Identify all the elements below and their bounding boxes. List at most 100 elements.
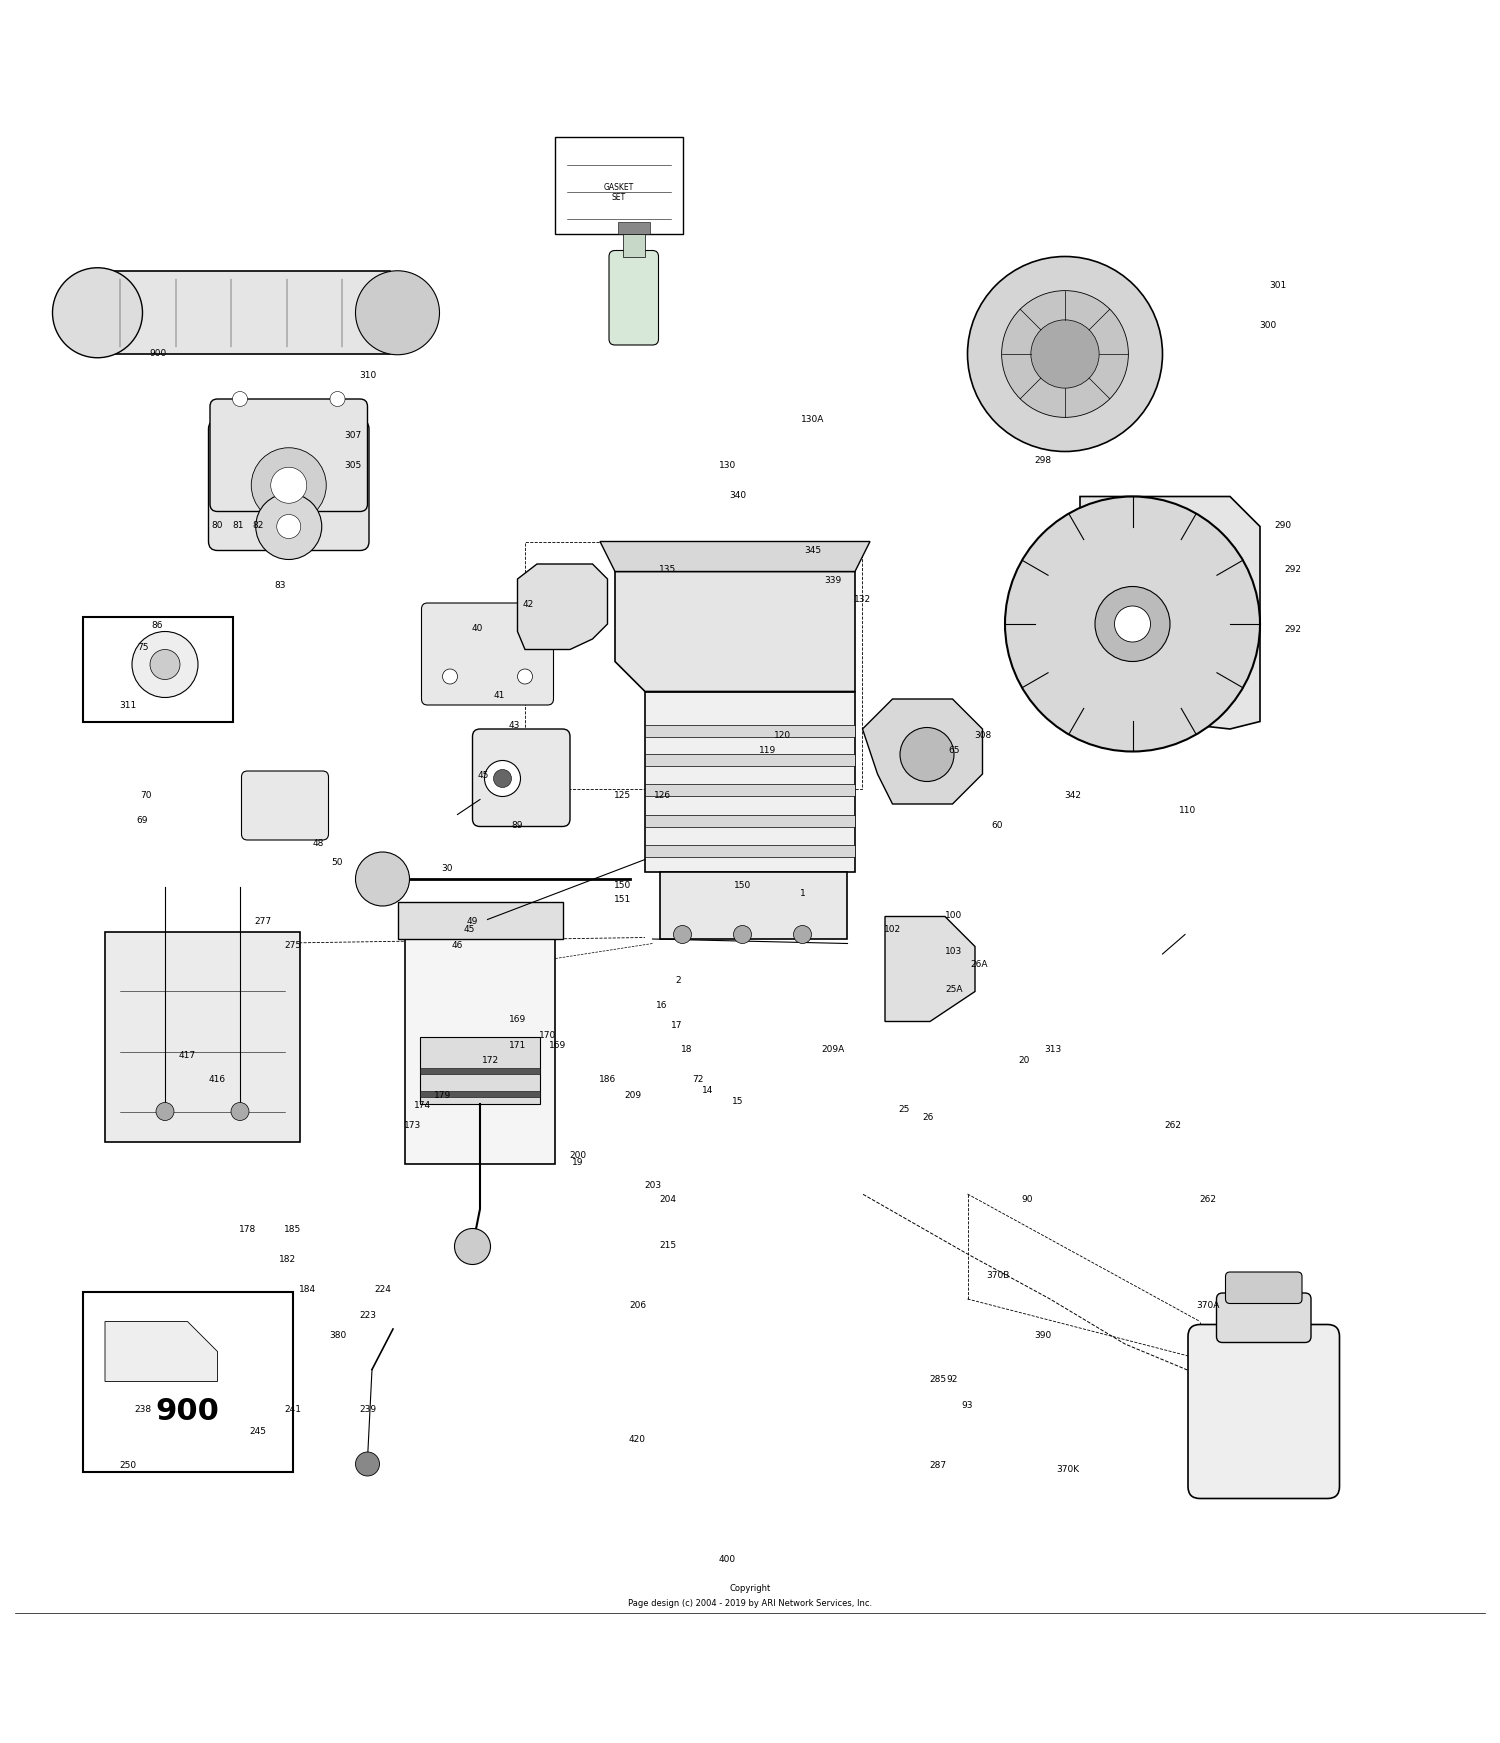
Circle shape — [674, 926, 692, 943]
Bar — [398, 901, 562, 939]
Text: 287: 287 — [928, 1461, 946, 1469]
Text: 49: 49 — [466, 917, 478, 926]
Text: 126: 126 — [654, 791, 672, 800]
Text: 305: 305 — [344, 460, 362, 469]
Text: 290: 290 — [1274, 521, 1292, 530]
Text: 48: 48 — [312, 838, 324, 847]
Text: 135: 135 — [658, 565, 676, 575]
Text: 69: 69 — [136, 816, 148, 824]
Text: 170: 170 — [538, 1030, 556, 1039]
Text: 174: 174 — [414, 1102, 432, 1110]
Text: 70: 70 — [140, 791, 152, 800]
Text: 342: 342 — [1064, 791, 1082, 800]
Text: 90: 90 — [1022, 1196, 1034, 1204]
Text: 339: 339 — [824, 575, 842, 586]
Text: 416: 416 — [209, 1075, 226, 1084]
Polygon shape — [1080, 497, 1260, 729]
Text: 203: 203 — [644, 1180, 662, 1189]
Bar — [105, 272, 390, 354]
Text: 17: 17 — [670, 1021, 682, 1030]
Circle shape — [1002, 291, 1128, 417]
Circle shape — [356, 852, 410, 906]
Circle shape — [53, 268, 142, 357]
Text: 400: 400 — [718, 1555, 736, 1565]
Text: 262: 262 — [1198, 1196, 1216, 1204]
Text: 178: 178 — [238, 1225, 256, 1234]
Polygon shape — [645, 692, 855, 872]
Text: GASKET
SET: GASKET SET — [603, 183, 634, 202]
FancyBboxPatch shape — [422, 603, 554, 704]
Circle shape — [356, 270, 440, 356]
Text: 81: 81 — [232, 521, 244, 530]
Text: 200: 200 — [568, 1150, 586, 1159]
Text: 223: 223 — [358, 1311, 376, 1319]
Polygon shape — [518, 565, 608, 650]
Text: Page design (c) 2004 - 2019 by ARI Network Services, Inc.: Page design (c) 2004 - 2019 by ARI Netwo… — [628, 1598, 872, 1609]
Text: 390: 390 — [1034, 1330, 1052, 1340]
Text: 417: 417 — [178, 1051, 196, 1060]
Text: 150: 150 — [734, 880, 752, 889]
Text: 300: 300 — [1258, 321, 1276, 329]
Text: 25A: 25A — [945, 985, 963, 995]
Circle shape — [276, 514, 300, 539]
Text: 301: 301 — [1269, 281, 1287, 289]
FancyBboxPatch shape — [609, 251, 658, 345]
Circle shape — [150, 650, 180, 680]
Text: 179: 179 — [433, 1091, 451, 1100]
Circle shape — [1114, 607, 1150, 641]
FancyBboxPatch shape — [1216, 1293, 1311, 1342]
Text: 103: 103 — [945, 946, 963, 955]
Circle shape — [270, 467, 306, 504]
Text: 16: 16 — [656, 1000, 668, 1009]
Bar — [420, 1091, 540, 1096]
Text: 50: 50 — [332, 858, 344, 866]
Text: 224: 224 — [374, 1286, 392, 1295]
Circle shape — [356, 1452, 380, 1476]
Text: 186: 186 — [598, 1075, 616, 1084]
Text: 250: 250 — [118, 1461, 136, 1469]
Text: 340: 340 — [729, 490, 747, 500]
Bar — [405, 939, 555, 1164]
Text: 19: 19 — [572, 1157, 584, 1168]
Circle shape — [1030, 321, 1100, 389]
FancyBboxPatch shape — [1226, 1272, 1302, 1304]
Bar — [645, 755, 855, 767]
Circle shape — [968, 256, 1162, 451]
Text: 46: 46 — [452, 941, 464, 950]
Polygon shape — [885, 917, 975, 1021]
Text: 310: 310 — [358, 371, 376, 380]
Circle shape — [794, 926, 812, 943]
FancyBboxPatch shape — [1188, 1325, 1340, 1499]
Text: 292: 292 — [1284, 626, 1302, 634]
Bar — [82, 1292, 292, 1471]
Text: 26A: 26A — [970, 960, 988, 969]
Circle shape — [518, 669, 532, 683]
Circle shape — [442, 669, 458, 683]
Text: 130A: 130A — [801, 415, 825, 425]
Polygon shape — [862, 699, 982, 804]
Text: 215: 215 — [658, 1241, 676, 1250]
Text: 370B: 370B — [986, 1271, 1010, 1279]
Circle shape — [330, 392, 345, 406]
Text: 209: 209 — [624, 1091, 642, 1100]
Circle shape — [1095, 586, 1170, 662]
Text: 345: 345 — [804, 546, 822, 554]
Bar — [645, 845, 855, 856]
Text: 241: 241 — [284, 1405, 302, 1415]
Text: 185: 185 — [284, 1225, 302, 1234]
Text: 150: 150 — [614, 880, 632, 889]
Bar — [82, 617, 232, 722]
Text: 72: 72 — [692, 1075, 703, 1084]
Text: 82: 82 — [252, 521, 264, 530]
Polygon shape — [615, 572, 855, 692]
FancyBboxPatch shape — [472, 729, 570, 826]
Text: 92: 92 — [946, 1375, 958, 1384]
Bar — [618, 221, 650, 234]
Text: 45: 45 — [477, 770, 489, 781]
Text: 120: 120 — [774, 730, 792, 739]
Text: 1: 1 — [800, 889, 806, 898]
Text: 370A: 370A — [1196, 1300, 1219, 1309]
Text: 15: 15 — [732, 1096, 744, 1105]
Bar — [420, 1037, 540, 1103]
Bar — [105, 931, 300, 1142]
